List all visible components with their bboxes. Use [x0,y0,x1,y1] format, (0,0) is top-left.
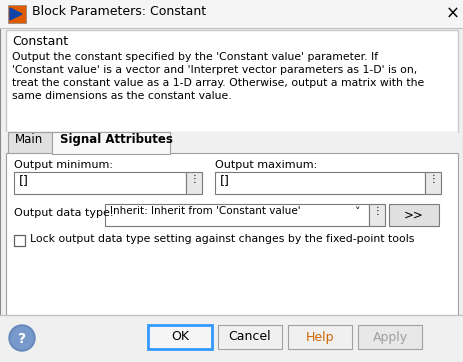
Polygon shape [10,8,22,20]
Bar [14,172,186,194]
Text: Main: Main [15,133,43,146]
Text: Block Parameters: Constant: Block Parameters: Constant [32,5,206,18]
Bar [8,132,52,154]
Text: Output maximum:: Output maximum: [214,160,317,170]
Bar [148,325,212,349]
Text: []: [] [219,174,229,187]
Bar [218,325,282,349]
Bar [6,132,457,154]
Bar [357,325,421,349]
Text: ?: ? [18,332,26,346]
Text: ⋮: ⋮ [189,174,199,184]
Text: []: [] [19,174,29,187]
Text: Constant: Constant [12,35,68,48]
Text: Cancel: Cancel [228,331,271,344]
Text: ×: × [445,5,459,23]
Text: same dimensions as the constant value.: same dimensions as the constant value. [12,91,231,101]
Bar [368,204,384,226]
Bar [8,5,26,23]
Circle shape [11,327,33,349]
Text: OK: OK [171,331,188,344]
Text: Inherit: Inherit from 'Constant value': Inherit: Inherit from 'Constant value' [110,206,300,216]
Text: ˅: ˅ [354,207,360,217]
Bar [388,204,438,226]
Text: Lock output data type setting against changes by the fixed-point tools: Lock output data type setting against ch… [30,234,413,244]
Circle shape [9,325,35,351]
Text: treat the constant value as a 1-D array. Otherwise, output a matrix with the: treat the constant value as a 1-D array.… [12,78,423,88]
Bar [14,235,25,246]
Text: 'Constant value' is a vector and 'Interpret vector parameters as 1-D' is on,: 'Constant value' is a vector and 'Interp… [12,65,416,75]
Bar [6,30,457,132]
Text: Apply: Apply [372,331,407,344]
Text: Signal Attributes: Signal Attributes [60,133,173,146]
Bar [0,0,463,28]
Bar [214,172,424,194]
Text: Output the constant specified by the 'Constant value' parameter. If: Output the constant specified by the 'Co… [12,52,377,62]
Text: ⋮: ⋮ [428,174,438,184]
Bar [186,172,201,194]
Bar [0,315,463,362]
Text: ⋮: ⋮ [372,206,382,216]
Bar [288,325,351,349]
Text: Output minimum:: Output minimum: [14,160,113,170]
Bar [105,204,368,226]
Bar [424,172,440,194]
Bar [6,153,457,315]
Bar [52,132,169,154]
Text: >>: >> [403,209,423,222]
Text: Output data type:: Output data type: [14,208,113,218]
Text: Help: Help [305,331,333,344]
